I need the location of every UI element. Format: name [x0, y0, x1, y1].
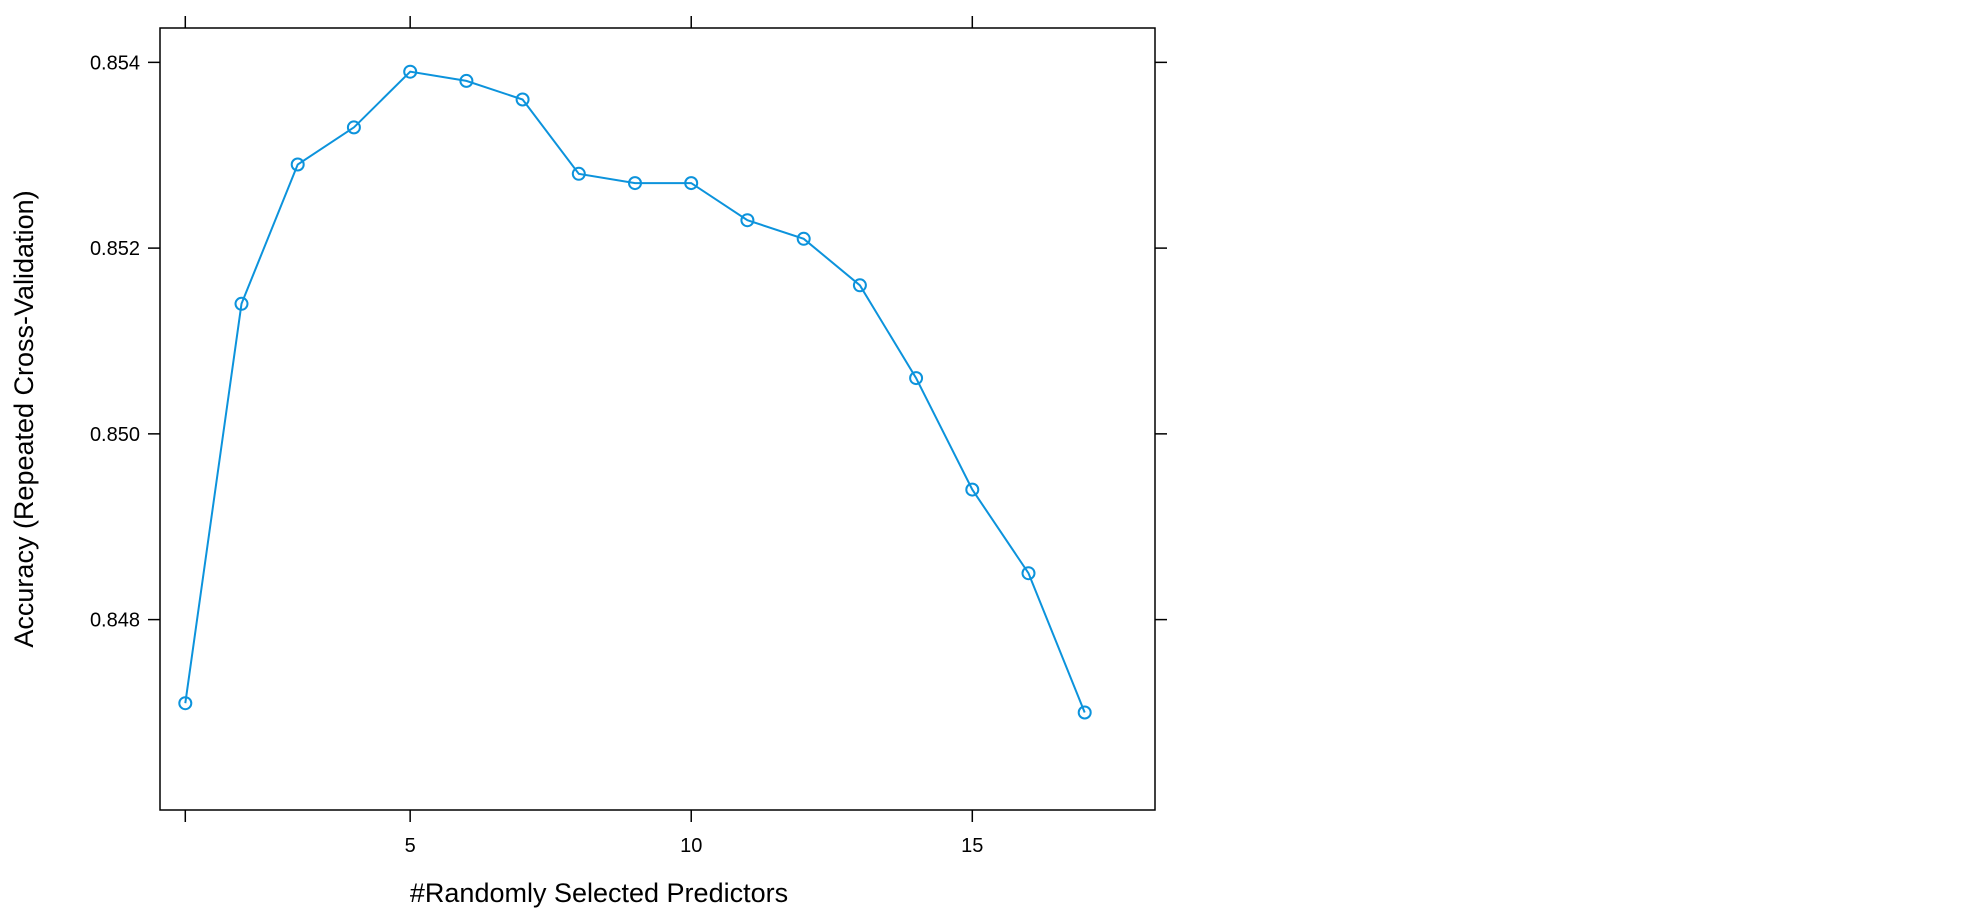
series-layer [178, 64, 1092, 720]
data-point [459, 73, 474, 88]
data-point [1077, 705, 1092, 720]
data-point [403, 64, 418, 79]
data-point [1021, 566, 1036, 581]
y-tick-label: 0.850 [90, 424, 140, 446]
x-axis-title: #Randomly Selected Predictors [410, 878, 788, 908]
y-axis-title: Accuracy (Repeated Cross-Validation) [9, 190, 39, 647]
data-point [965, 482, 980, 497]
data-point [628, 176, 642, 191]
y-tick-label: 0.852 [90, 238, 140, 260]
y-axis-ticks: 0.848 0.850 0.852 0.854 [90, 52, 1167, 632]
series-line [184, 70, 1086, 713]
x-tick-label: 15 [961, 835, 983, 857]
x-tick-label: 5 [405, 835, 416, 857]
data-point [346, 120, 361, 135]
data-point [796, 231, 811, 246]
x-axis-ticks: 5 10 15 [184, 16, 983, 857]
data-point [178, 696, 193, 711]
data-point [909, 371, 924, 386]
data-point [515, 92, 530, 107]
data-point [571, 166, 586, 181]
x-tick-label: 10 [680, 835, 702, 857]
data-point [290, 157, 305, 172]
y-tick-label: 0.848 [90, 610, 140, 632]
data-point [234, 296, 249, 311]
plot-frame [159, 27, 1156, 811]
data-point [740, 213, 755, 228]
data-point [684, 176, 699, 191]
data-point [852, 278, 867, 293]
y-tick-label: 0.854 [90, 52, 140, 74]
